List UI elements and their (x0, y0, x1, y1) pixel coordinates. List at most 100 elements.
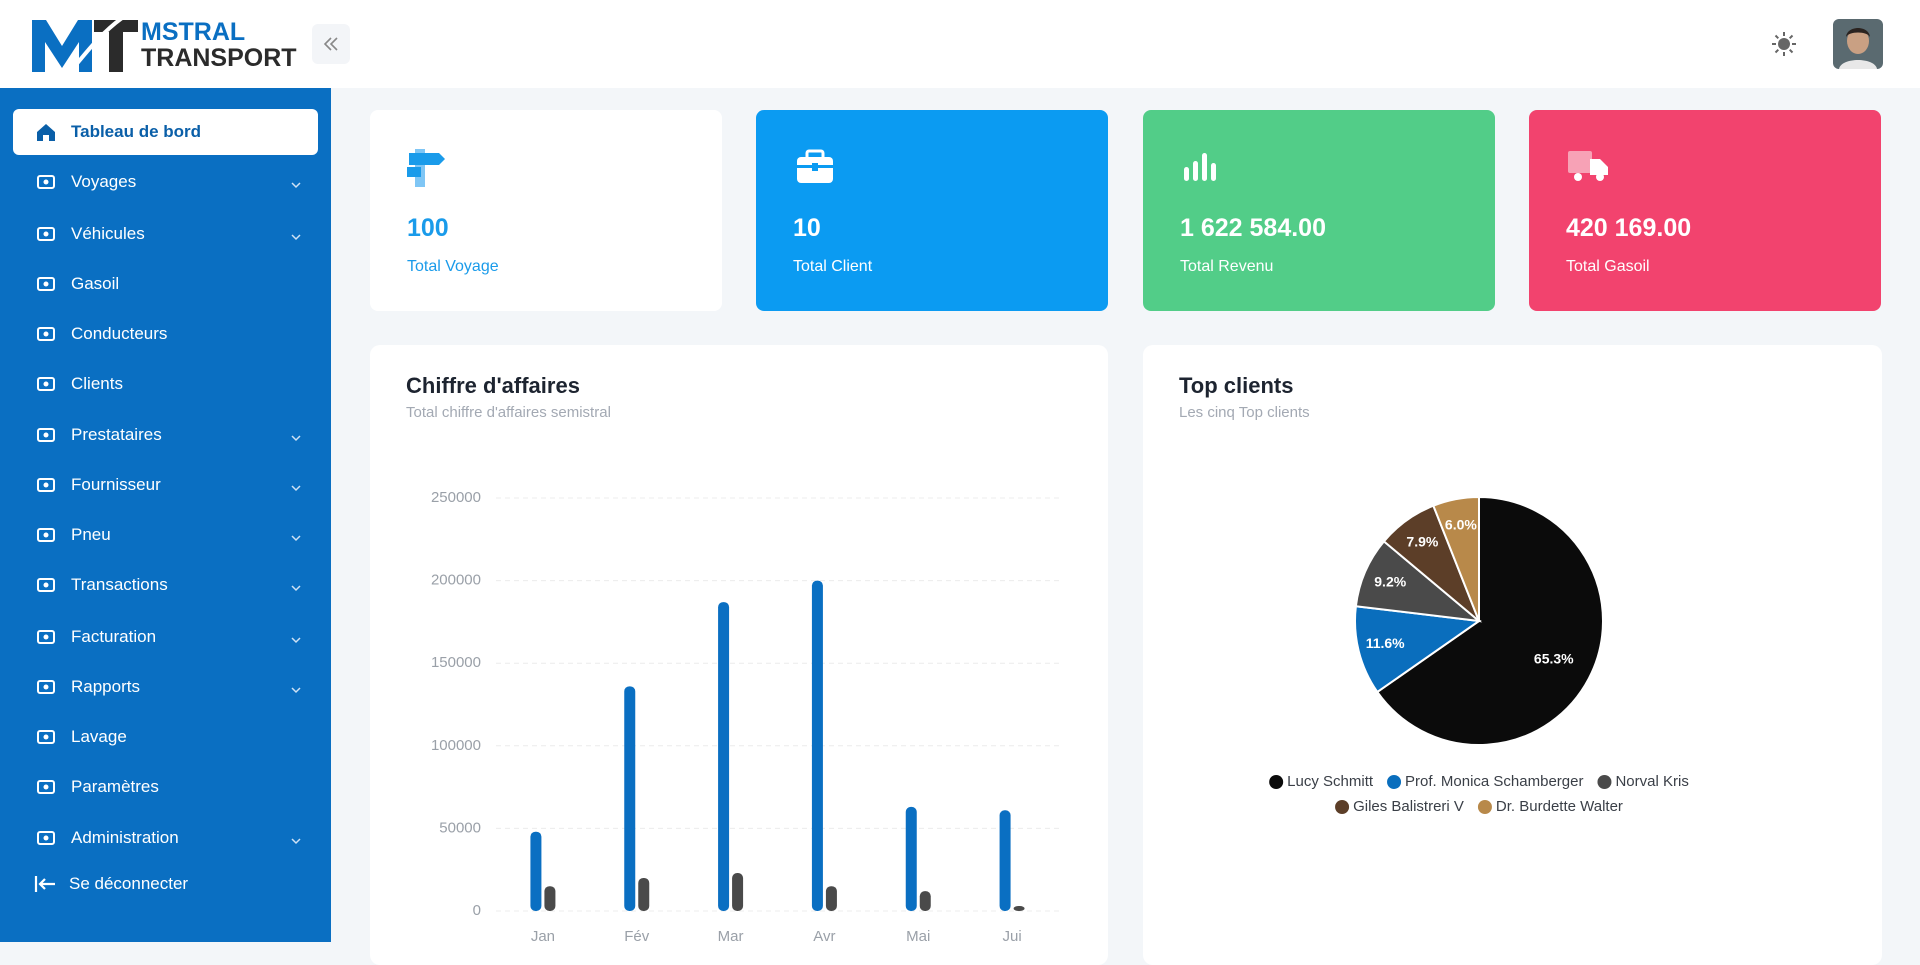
card-value: 420 169.00 (1566, 214, 1692, 242)
nav-icon (35, 373, 57, 395)
nav-item[interactable]: Pneu (13, 512, 318, 558)
nav-item[interactable]: Tableau de bord (13, 109, 318, 155)
card-icon (793, 145, 837, 194)
slice-label: 65.3% (1534, 651, 1574, 667)
nav-chevron (290, 631, 302, 651)
sidebar: Tableau de bord Voyages Véhicules Gasoil Con… (0, 88, 331, 942)
nav-label: Prestataires (71, 425, 162, 444)
logo-mark (32, 16, 138, 74)
nav-item[interactable]: Rapports (13, 664, 318, 710)
nav-chevron (290, 176, 302, 196)
legend-row: Giles Balistreri V Dr. Burdette Walter (1335, 798, 1623, 815)
legend-label: Norval Kris (1615, 773, 1688, 790)
nav-item[interactable]: Clients (13, 361, 318, 407)
nav-item[interactable]: Prestataires (13, 412, 318, 458)
nav-item[interactable]: Voyages (13, 159, 318, 205)
collapse-button[interactable] (312, 24, 350, 64)
legend-swatch (1269, 775, 1284, 789)
nav-item[interactable]: Lavage (13, 714, 318, 760)
legend-swatch (1335, 800, 1350, 814)
bar (718, 602, 730, 911)
nav-icon (35, 574, 57, 596)
nav-icon (35, 626, 57, 648)
brand-line2: TRANSPORT (141, 44, 297, 72)
nav-chevron (290, 429, 302, 449)
header: MSTRAL TRANSPORT (0, 0, 1920, 88)
bar (530, 831, 542, 911)
nav-icon (35, 424, 57, 446)
stat-card: 420 169.00 Total Gasoil (1529, 110, 1881, 311)
nav-chevron (290, 479, 302, 499)
nav-label: Voyages (71, 172, 137, 191)
logout-icon (33, 873, 55, 895)
pie-slice (1354, 605, 1482, 694)
slice-label: 11.6% (1366, 635, 1405, 651)
legend-row: Lucy Schmitt Prof. Monica Schamberger Norv… (1269, 773, 1689, 790)
logout-label: Se déconnecter (69, 874, 189, 893)
nav-item[interactable]: Conducteurs (13, 311, 318, 357)
logout[interactable]: Se déconnecter (13, 861, 318, 907)
nav-label: Conducteurs (71, 324, 168, 343)
card-icon (407, 145, 451, 194)
revenue-panel: Chiffre d'affaires Total chiffre d'affair… (370, 345, 1108, 965)
y-tick-label: 0 (473, 902, 481, 919)
nav-chevron (290, 228, 302, 248)
legend-label: Giles Balistreri V (1353, 798, 1464, 815)
nav-label: Fournisseur (71, 475, 161, 494)
nav-label: Lavage (71, 727, 127, 746)
nav-item[interactable]: Transactions (13, 562, 318, 608)
nav-item[interactable]: Paramètres (13, 764, 318, 810)
x-tick-label: Jui (1002, 928, 1021, 942)
bar (624, 686, 636, 911)
x-tick-label: Mai (906, 928, 930, 942)
nav-chevron (290, 832, 302, 852)
bar (732, 873, 744, 911)
stat-card: 100 Total Voyage (370, 110, 722, 311)
nav-item[interactable]: Facturation (13, 614, 318, 660)
card-icon (1566, 145, 1610, 194)
slice-label: 6.0% (1445, 517, 1477, 533)
bar (825, 886, 837, 911)
bar (1013, 906, 1025, 911)
y-tick-label: 200000 (431, 572, 481, 589)
nav-icon (35, 323, 57, 345)
nav-label: Paramètres (71, 777, 159, 796)
nav-label: Tableau de bord (71, 122, 202, 141)
slice-label: 7.9% (1406, 533, 1438, 549)
theme-toggle[interactable] (1770, 30, 1798, 58)
nav-icon (35, 273, 57, 295)
nav-item[interactable]: Administration (13, 815, 318, 861)
x-tick-label: Fév (624, 928, 650, 942)
card-label: Total Client (793, 258, 873, 275)
pie-slice (1375, 495, 1604, 746)
nav-icon (35, 676, 57, 698)
nav-item[interactable]: Fournisseur (13, 462, 318, 508)
nav-icon (35, 474, 57, 496)
y-tick-label: 150000 (431, 654, 481, 671)
nav-chevron (290, 529, 302, 549)
nav-item[interactable]: Véhicules (13, 211, 318, 257)
chart-title: Chiffre d'affaires (406, 373, 580, 398)
stat-card: 1 622 584.00 Total Revenu (1143, 110, 1495, 311)
bar-chart: Chiffre d'affaires Total chiffre d'affair… (406, 373, 1059, 945)
avatar[interactable] (1833, 19, 1883, 69)
pie-chart: Top clients Les cinq Top clients 65.3% 11.6… (1179, 373, 1689, 815)
legend-label: Dr. Burdette Walter (1496, 798, 1623, 815)
chart-subtitle: Les cinq Top clients (1179, 404, 1310, 421)
nav-label: Véhicules (71, 224, 145, 243)
y-tick-label: 50000 (439, 819, 481, 836)
nav-item[interactable]: Gasoil (13, 261, 318, 307)
clients-panel: Top clients Les cinq Top clients 65.3% 11.6… (1143, 345, 1882, 965)
nav-icon (35, 171, 57, 193)
bar (811, 580, 823, 911)
card-value: 10 (793, 214, 821, 242)
legend-swatch (1387, 775, 1402, 789)
card-value: 1 622 584.00 (1180, 214, 1326, 242)
bar (544, 886, 556, 911)
stat-card: 10 Total Client (756, 110, 1108, 311)
nav-icon (35, 121, 57, 143)
pie-slice (1432, 495, 1480, 622)
legend-label: Prof. Monica Schamberger (1405, 773, 1583, 790)
brand-line1: MSTRAL (141, 18, 246, 46)
